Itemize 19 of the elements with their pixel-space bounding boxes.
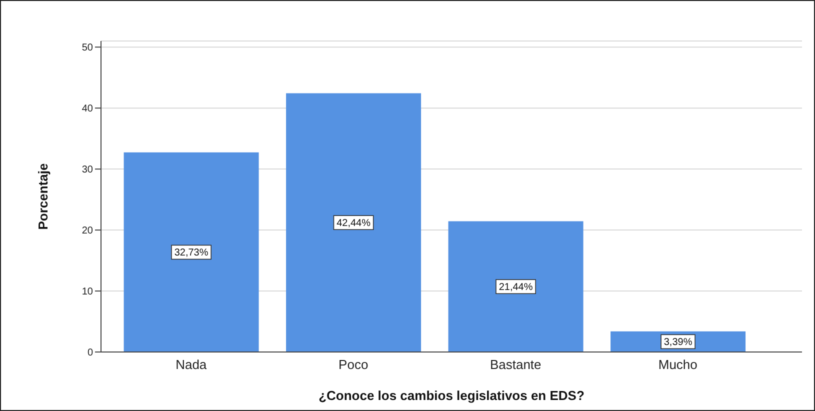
data-label: 3,39% [664,337,692,348]
x-tick-label: Nada [176,357,208,372]
data-label: 42,44% [336,218,371,230]
y-tick-label: 50 [82,42,94,54]
y-tick-label: 20 [82,226,94,237]
x-tick-label: Mucho [658,357,698,372]
y-tick-label: 0 [87,348,94,359]
x-axis-title: ¿Conoce los cambios legislativos en EDS? [318,388,584,403]
bar [286,93,422,352]
bar [448,221,584,352]
y-tick-label: 40 [82,104,94,115]
y-tick-label: 30 [82,164,94,176]
x-tick-label: Bastante [490,357,542,372]
data-label: 32,73% [174,248,208,259]
y-tick-label: 10 [82,286,94,298]
bar [124,152,259,352]
data-label: 21,44% [498,282,533,294]
x-tick-label: Poco [338,357,368,372]
y-axis-title: Porcentaje [36,163,51,230]
